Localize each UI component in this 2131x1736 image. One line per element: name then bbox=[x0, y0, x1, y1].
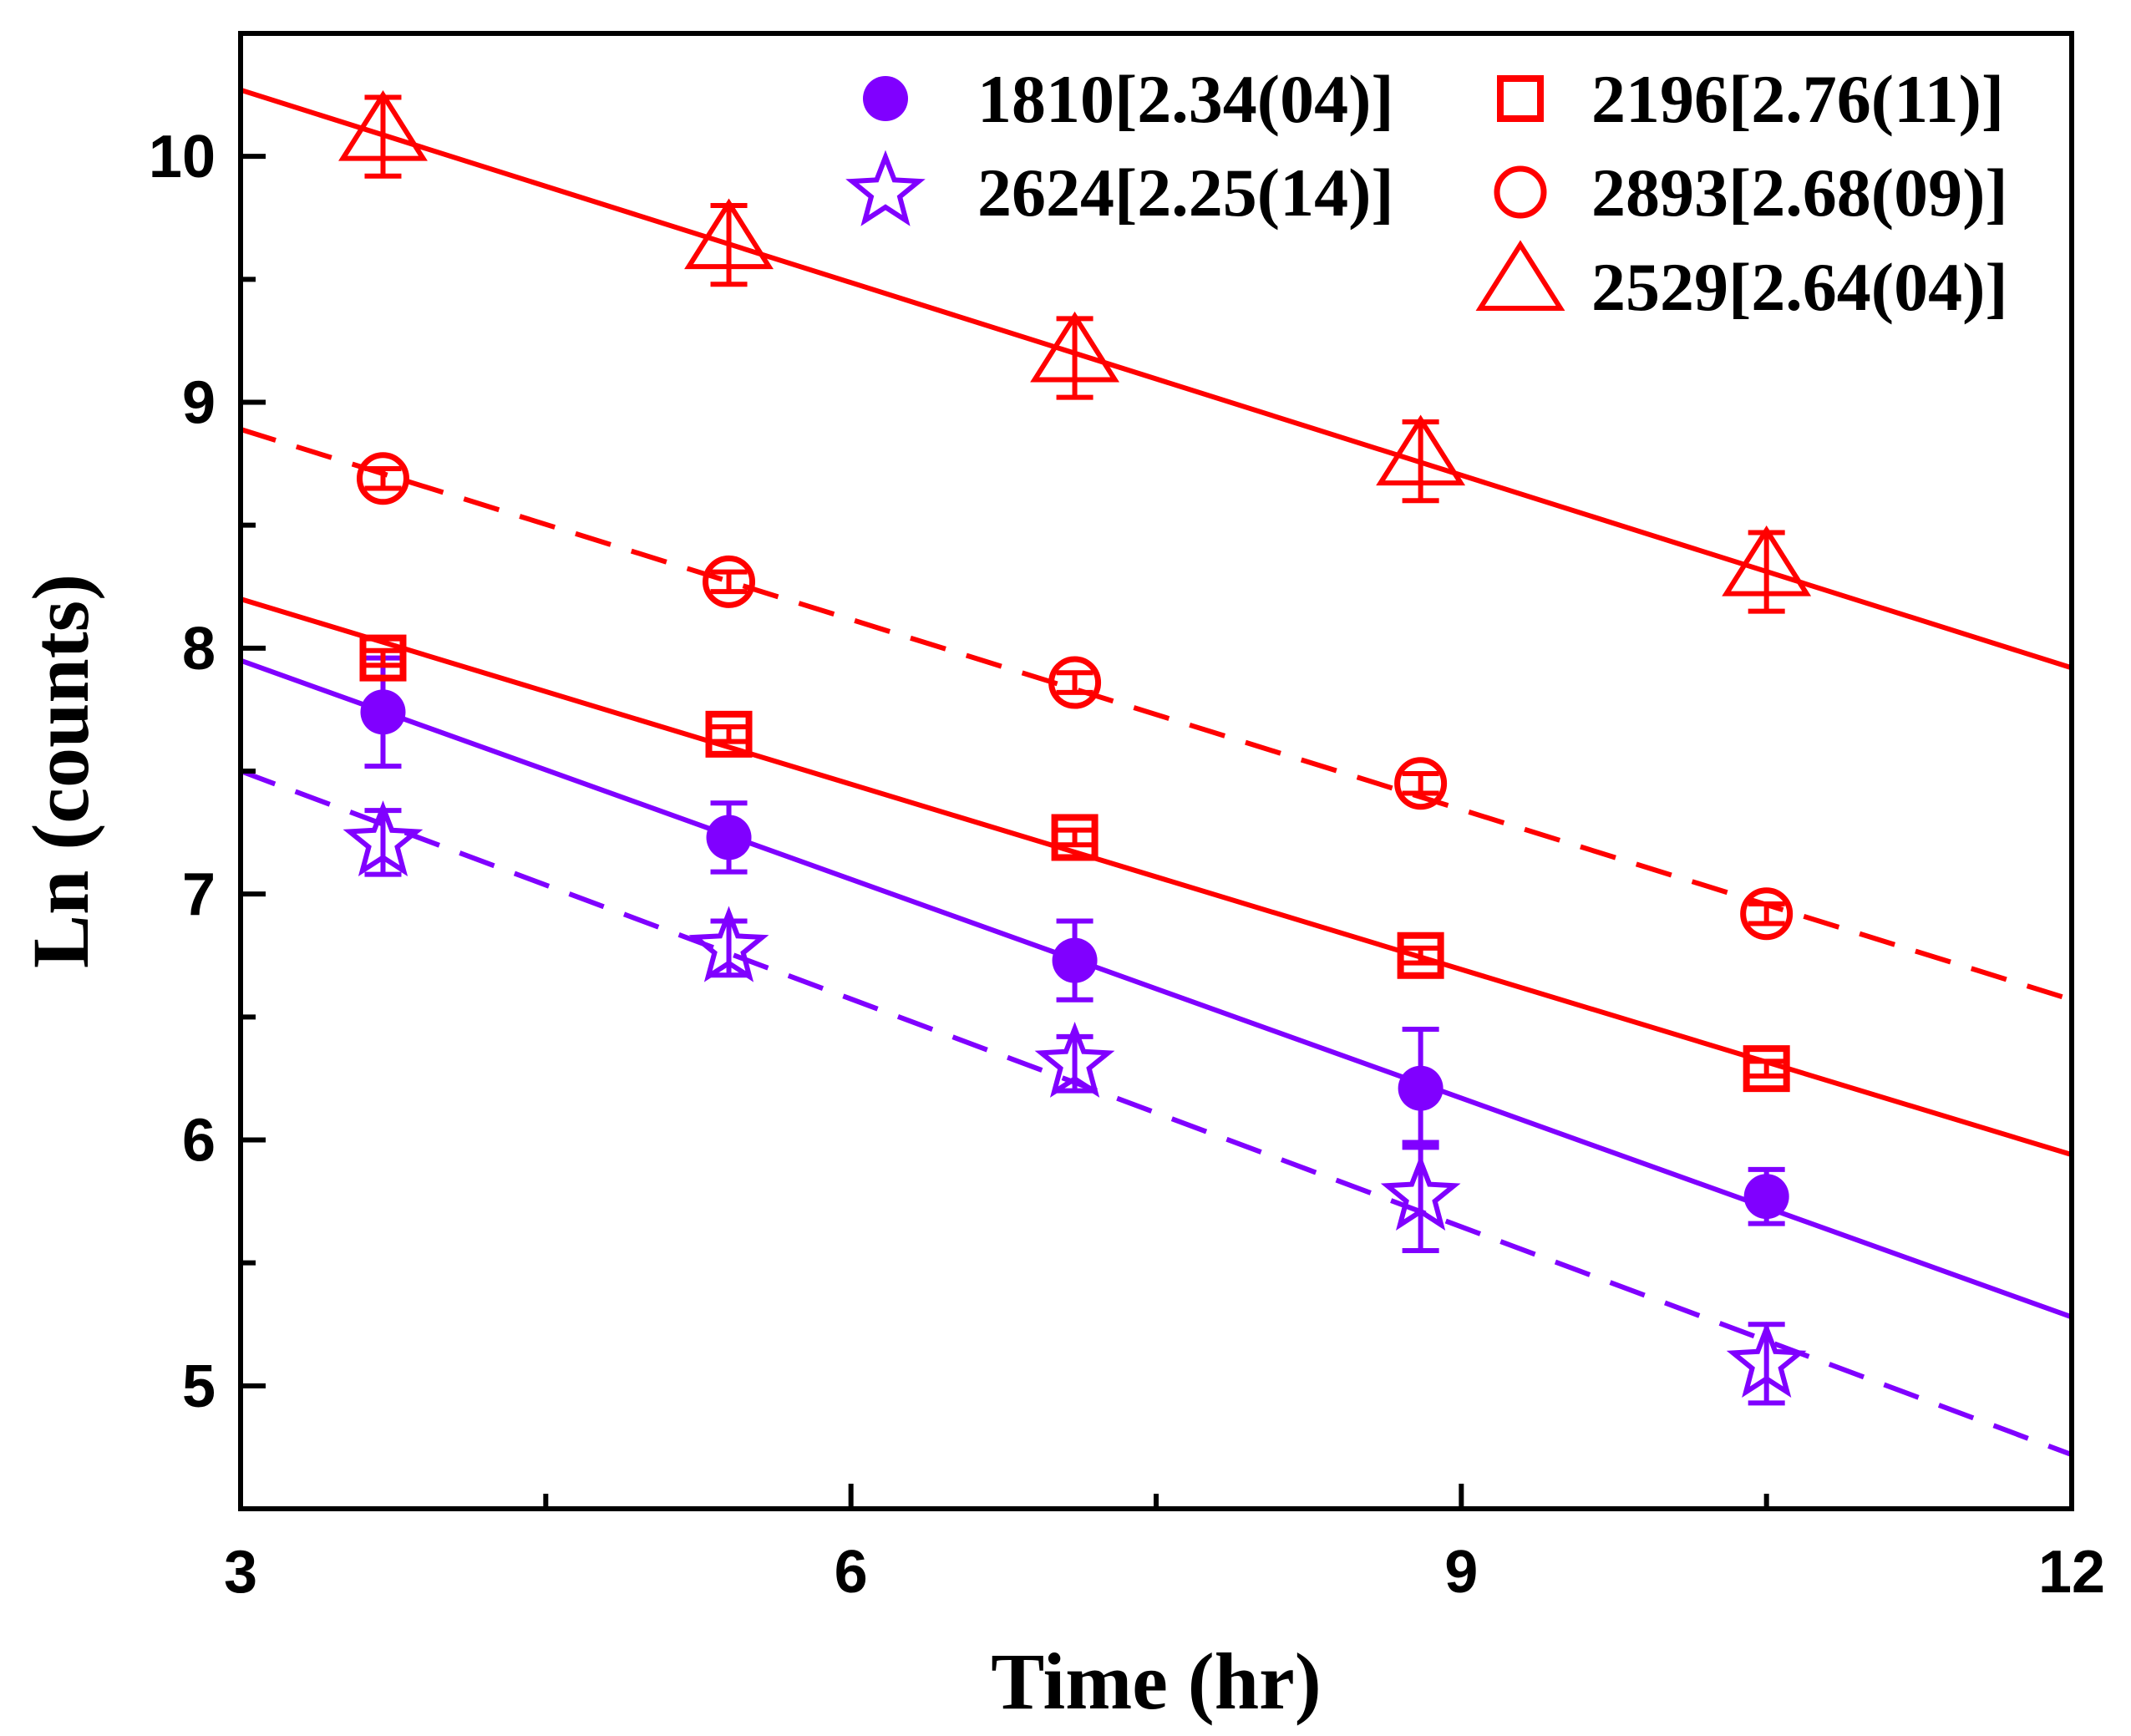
marker-open-circle bbox=[703, 555, 756, 608]
marker-open-circle bbox=[1048, 656, 1102, 709]
point-2624-2-25-14 bbox=[342, 800, 424, 877]
legend-label: 2624[2.25(14)] bbox=[977, 155, 1394, 231]
marker-open-square bbox=[1051, 814, 1098, 861]
marker-open-triangle bbox=[338, 90, 428, 161]
marker-open-triangle bbox=[1376, 414, 1466, 486]
legend-marker-open-circle bbox=[1494, 165, 1547, 219]
marker-open-triangle bbox=[1030, 311, 1120, 383]
y-tick-label: 5 bbox=[182, 1353, 216, 1420]
point-2196-2-76-11 bbox=[1051, 814, 1098, 861]
legend-label: 2893[2.68(09)] bbox=[1591, 155, 2008, 231]
point-2196-2-76-11 bbox=[359, 634, 407, 682]
legend-label: 2196[2.76(11)] bbox=[1591, 61, 2004, 137]
y-tick-label: 6 bbox=[182, 1108, 216, 1175]
marker-open-star bbox=[342, 800, 424, 877]
marker-open-circle bbox=[356, 452, 409, 505]
marker-open-square bbox=[359, 634, 407, 682]
point-1810-2-34-04 bbox=[706, 800, 752, 875]
point-2624-2-25-14 bbox=[1380, 1140, 1461, 1253]
legend-entry-2529-2-64-04: 2529[2.64(04)] bbox=[1475, 240, 2008, 325]
marker-open-star bbox=[688, 906, 769, 982]
legend-entry-1810-2-34-04: 1810[2.34(04)] bbox=[863, 61, 1394, 137]
point-2893-2-68-09 bbox=[1394, 757, 1448, 810]
x-axis-label: Time (hr) bbox=[991, 1637, 1321, 1726]
point-2196-2-76-11 bbox=[705, 710, 753, 758]
point-2893-2-68-09 bbox=[703, 555, 756, 608]
marker-open-star bbox=[1034, 1021, 1115, 1098]
point-1810-2-34-04 bbox=[1743, 1166, 1789, 1226]
marker-open-star bbox=[1726, 1321, 1807, 1398]
point-2196-2-76-11 bbox=[1743, 1045, 1790, 1093]
point-1810-2-34-04 bbox=[360, 655, 406, 769]
legend-marker-open-square bbox=[1497, 75, 1544, 122]
marker-open-circle bbox=[1394, 757, 1448, 810]
point-2893-2-68-09 bbox=[1740, 887, 1794, 941]
x-tick-label: 3 bbox=[224, 1539, 257, 1606]
y-tick-label: 7 bbox=[182, 861, 216, 928]
fit-line-2624-2-25-14 bbox=[239, 769, 2073, 1458]
point-2624-2-25-14 bbox=[688, 906, 769, 982]
marker-filled-circle bbox=[1743, 1174, 1789, 1220]
marker-open-square bbox=[1397, 931, 1444, 979]
point-2624-2-25-14 bbox=[1034, 1021, 1115, 1098]
marker-filled-circle bbox=[1398, 1065, 1443, 1111]
fit-line-2196-2-76-11 bbox=[240, 596, 2073, 1158]
point-2529-2-64-04 bbox=[684, 198, 774, 287]
marker-open-square bbox=[705, 710, 753, 758]
marker-open-triangle bbox=[1722, 525, 1812, 596]
point-2196-2-76-11 bbox=[1397, 931, 1444, 979]
data-points bbox=[338, 90, 1812, 1406]
marker-filled-circle bbox=[706, 815, 752, 860]
point-2529-2-64-04 bbox=[1376, 414, 1466, 504]
x-tick-label: 12 bbox=[2038, 1539, 2105, 1606]
y-tick-label: 9 bbox=[182, 370, 216, 437]
y-axis-label: Ln (counts) bbox=[16, 574, 105, 968]
x-tick-label: 6 bbox=[835, 1539, 868, 1606]
marker-open-star bbox=[1380, 1154, 1461, 1231]
point-2529-2-64-04 bbox=[338, 90, 428, 179]
axis-ticks: 3 6 9 12 5 6 7 8 9 10 bbox=[149, 31, 2105, 1606]
point-1810-2-34-04 bbox=[1398, 1027, 1443, 1150]
point-2529-2-64-04 bbox=[1722, 525, 1812, 614]
legend-label: 2529[2.64(04)] bbox=[1591, 249, 2008, 325]
marker-filled-circle bbox=[360, 689, 406, 735]
legend-entry-2196-2-76-11: 2196[2.76(11)] bbox=[1497, 61, 2004, 137]
marker-filled-circle bbox=[1052, 937, 1098, 983]
fit-line-1810-2-34-04 bbox=[239, 657, 2073, 1320]
fit-line-2893-2-68-09 bbox=[240, 427, 2073, 1003]
marker-open-square bbox=[1743, 1045, 1790, 1093]
legend-marker-open-star bbox=[845, 150, 926, 226]
point-2624-2-25-14 bbox=[1726, 1321, 1807, 1406]
y-tick-label: 10 bbox=[149, 124, 216, 190]
marker-open-circle bbox=[1740, 887, 1794, 941]
legend: 1810[2.34(04)] 2624[2.25(14)] 2196[2.76(11… bbox=[845, 61, 2008, 325]
marker-open-triangle bbox=[684, 198, 774, 270]
point-2893-2-68-09 bbox=[356, 452, 409, 505]
point-2529-2-64-04 bbox=[1030, 311, 1120, 400]
y-tick-label: 8 bbox=[182, 616, 216, 683]
point-1810-2-34-04 bbox=[1052, 918, 1098, 1003]
legend-entry-2624-2-25-14: 2624[2.25(14)] bbox=[845, 150, 1394, 231]
legend-label: 1810[2.34(04)] bbox=[977, 61, 1394, 137]
legend-marker-filled-circle bbox=[863, 76, 908, 121]
legend-entry-2893-2-68-09: 2893[2.68(09)] bbox=[1494, 155, 2008, 231]
legend-marker-open-triangle bbox=[1475, 240, 1565, 311]
point-2893-2-68-09 bbox=[1048, 656, 1102, 709]
x-tick-label: 9 bbox=[1444, 1539, 1478, 1606]
